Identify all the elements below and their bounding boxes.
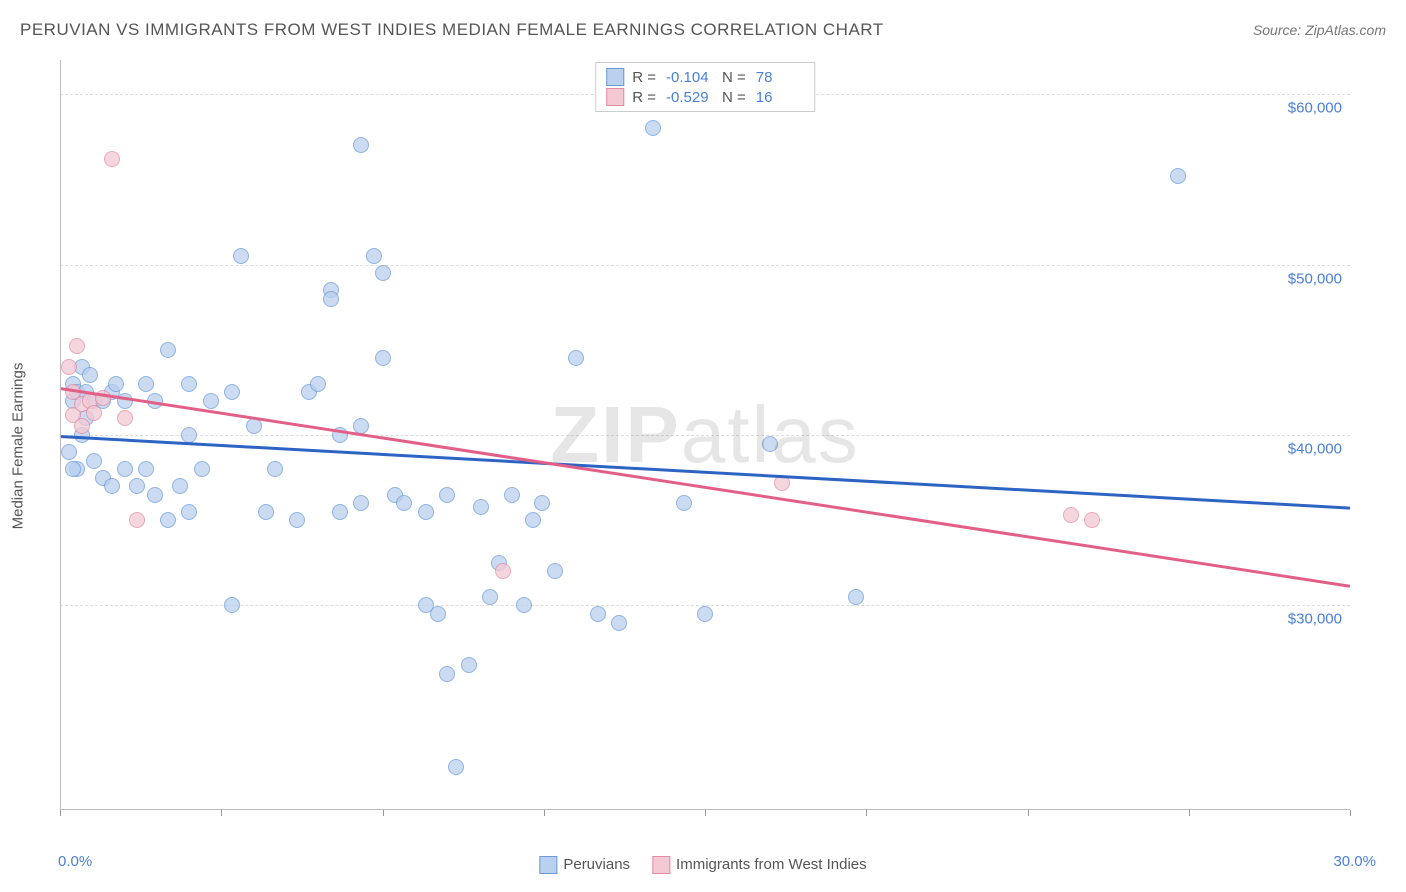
scatter-point: [495, 563, 511, 579]
y-axis-line: [60, 60, 61, 810]
x-tick: [705, 810, 706, 816]
gridline: [60, 435, 1350, 436]
scatter-point: [194, 461, 210, 477]
legend-stat-row: R =-0.104N =78: [606, 67, 804, 87]
x-tick: [1350, 810, 1351, 816]
x-tick: [1028, 810, 1029, 816]
scatter-point: [482, 589, 498, 605]
scatter-point: [1063, 507, 1079, 523]
source-attribution: Source: ZipAtlas.com: [1253, 22, 1386, 38]
scatter-point: [534, 495, 550, 511]
scatter-point: [258, 504, 274, 520]
chart-title: PERUVIAN VS IMMIGRANTS FROM WEST INDIES …: [20, 20, 884, 40]
scatter-point: [332, 504, 348, 520]
scatter-point: [65, 461, 81, 477]
legend-stat-row: R =-0.529N =16: [606, 87, 804, 107]
scatter-point: [61, 444, 77, 460]
x-tick: [221, 810, 222, 816]
scatter-point: [504, 487, 520, 503]
scatter-point: [86, 453, 102, 469]
scatter-point: [104, 151, 120, 167]
scatter-point: [461, 657, 477, 673]
x-tick: [866, 810, 867, 816]
scatter-point: [547, 563, 563, 579]
scatter-point: [848, 589, 864, 605]
x-tick: [383, 810, 384, 816]
x-axis-min-label: 0.0%: [58, 853, 92, 870]
scatter-point: [203, 393, 219, 409]
chart-plot-area: $30,000$40,000$50,000$60,000 ZIPatlas R …: [60, 60, 1350, 810]
y-tick-label: $60,000: [1288, 100, 1342, 117]
legend-item: Peruvians: [539, 856, 630, 874]
scatter-point: [181, 427, 197, 443]
scatter-point: [172, 478, 188, 494]
scatter-point: [147, 487, 163, 503]
scatter-point: [86, 405, 102, 421]
legend-item: Immigrants from West Indies: [652, 856, 867, 874]
scatter-point: [117, 461, 133, 477]
scatter-point: [138, 461, 154, 477]
scatter-point: [61, 359, 77, 375]
scatter-point: [108, 376, 124, 392]
scatter-point: [138, 376, 154, 392]
y-tick-label: $30,000: [1288, 611, 1342, 628]
scatter-point: [430, 606, 446, 622]
scatter-point: [1084, 512, 1100, 528]
trend-line: [60, 435, 1350, 509]
legend-series: Peruvians Immigrants from West Indies: [539, 856, 866, 874]
scatter-point: [396, 495, 412, 511]
scatter-point: [366, 248, 382, 264]
scatter-point: [310, 376, 326, 392]
scatter-point: [439, 666, 455, 682]
scatter-point: [224, 384, 240, 400]
scatter-point: [160, 342, 176, 358]
scatter-point: [82, 367, 98, 383]
scatter-point: [375, 265, 391, 281]
gridline: [60, 265, 1350, 266]
scatter-point: [267, 461, 283, 477]
scatter-point: [104, 478, 120, 494]
scatter-point: [353, 495, 369, 511]
scatter-point: [762, 436, 778, 452]
scatter-point: [224, 597, 240, 613]
scatter-point: [289, 512, 305, 528]
y-axis-label: Median Female Earnings: [10, 363, 27, 530]
scatter-point: [611, 615, 627, 631]
x-tick: [60, 810, 61, 816]
scatter-point: [74, 418, 90, 434]
scatter-point: [525, 512, 541, 528]
scatter-point: [645, 120, 661, 136]
scatter-point: [1170, 168, 1186, 184]
scatter-point: [473, 499, 489, 515]
legend-stats-box: R =-0.104N =78R =-0.529N =16: [595, 62, 815, 112]
scatter-point: [375, 350, 391, 366]
x-axis-max-label: 30.0%: [1333, 853, 1376, 870]
scatter-point: [418, 504, 434, 520]
scatter-point: [353, 137, 369, 153]
x-tick: [544, 810, 545, 816]
y-tick-label: $40,000: [1288, 441, 1342, 458]
scatter-point: [181, 504, 197, 520]
scatter-point: [117, 410, 133, 426]
scatter-point: [590, 606, 606, 622]
scatter-point: [568, 350, 584, 366]
scatter-point: [181, 376, 197, 392]
scatter-point: [129, 478, 145, 494]
scatter-point: [439, 487, 455, 503]
x-tick: [1189, 810, 1190, 816]
y-tick-label: $50,000: [1288, 270, 1342, 287]
scatter-point: [323, 291, 339, 307]
scatter-point: [516, 597, 532, 613]
scatter-point: [129, 512, 145, 528]
scatter-point: [233, 248, 249, 264]
scatter-point: [246, 418, 262, 434]
scatter-point: [697, 606, 713, 622]
trend-line: [60, 387, 1350, 587]
scatter-point: [448, 759, 464, 775]
x-axis-line: [60, 809, 1350, 810]
scatter-point: [160, 512, 176, 528]
scatter-point: [69, 338, 85, 354]
scatter-point: [676, 495, 692, 511]
